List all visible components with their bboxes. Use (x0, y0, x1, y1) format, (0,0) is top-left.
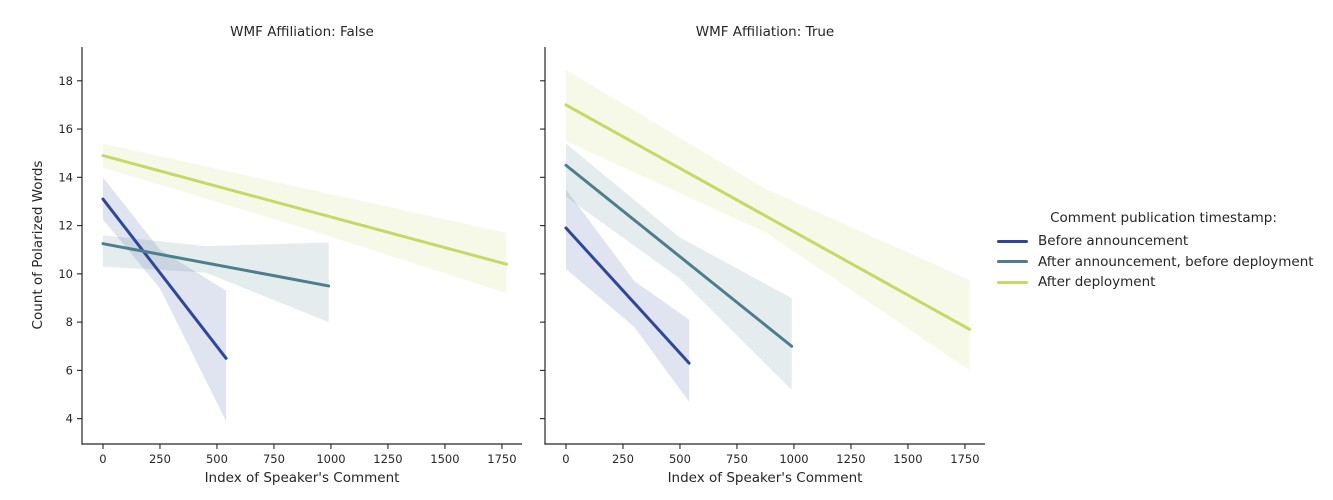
legend-item: Before announcement (997, 231, 1330, 252)
x-tick-label-500: 500 (206, 452, 228, 466)
legend: Comment publication timestamp: Before an… (997, 208, 1330, 293)
legend-title: Comment publication timestamp: (1050, 210, 1277, 226)
regression-line-before-announcement (564, 226, 691, 365)
x-tick-label-1250: 1250 (836, 452, 865, 466)
x-tick-label-1000: 1000 (316, 452, 345, 466)
x-tick-label-750: 750 (263, 452, 285, 466)
regression-line-after-announcement-before-deployment (101, 242, 331, 288)
y-tick-label-4: 4 (66, 412, 73, 426)
ci-band-after-announcement-before-deployment (102, 235, 329, 323)
facet-title-true: WMF Affiliation: True (695, 24, 835, 40)
y-tick-label-14: 14 (58, 170, 73, 184)
y-tick-label-18: 18 (58, 74, 73, 88)
ci-band-after-announcement-before-deployment (565, 143, 792, 390)
legend-line-swatch-after-deployment (997, 280, 1028, 284)
y-tick-label-6: 6 (66, 363, 73, 377)
x-tick-label-250: 250 (149, 452, 171, 466)
y-tick-label-8: 8 (66, 315, 73, 329)
x-tick-label-500: 500 (669, 452, 691, 466)
x-tick-label-1000: 1000 (779, 452, 808, 466)
y-tick-label-10: 10 (58, 267, 73, 281)
legend-item-label: After announcement, before deployment (1038, 253, 1314, 270)
ci-band-after-deployment (565, 69, 970, 371)
y-tick-label-12: 12 (58, 219, 73, 233)
legend-item: After announcement, before deployment (997, 252, 1330, 273)
x-axis-label-right: Index of Speaker's Comment (667, 470, 863, 486)
ci-band-after-deployment (102, 143, 507, 294)
y-tick-label-16: 16 (58, 122, 73, 136)
facet-title-false: WMF Affiliation: False (230, 24, 374, 40)
legend-item: After deployment (997, 272, 1330, 293)
legend-item-label: Before announcement (1038, 233, 1189, 250)
x-tick-label-1750: 1750 (950, 452, 979, 466)
x-tick-label-1250: 1250 (373, 452, 402, 466)
x-tick-label-750: 750 (726, 452, 748, 466)
regression-line-after-deployment (564, 103, 971, 331)
x-tick-label-0: 0 (562, 452, 569, 466)
legend-item-label: After deployment (1038, 274, 1156, 291)
regression-line-after-announcement-before-deployment (564, 163, 794, 348)
x-tick-label-1500: 1500 (430, 452, 459, 466)
y-axis-label: Count of Polarized Words (30, 160, 46, 330)
x-tick-label-1750: 1750 (487, 452, 516, 466)
regression-line-before-announcement (101, 197, 228, 360)
x-tick-label-1500: 1500 (893, 452, 922, 466)
legend-line-swatch-before-announcement (997, 239, 1028, 243)
regression-line-after-deployment (101, 154, 508, 266)
x-tick-label-250: 250 (612, 452, 634, 466)
x-axis-label-left: Index of Speaker's Comment (204, 470, 400, 486)
legend-line-swatch-after-announcement (997, 260, 1028, 264)
x-tick-label-0: 0 (99, 452, 106, 466)
ci-band-before-announcement (102, 177, 227, 422)
